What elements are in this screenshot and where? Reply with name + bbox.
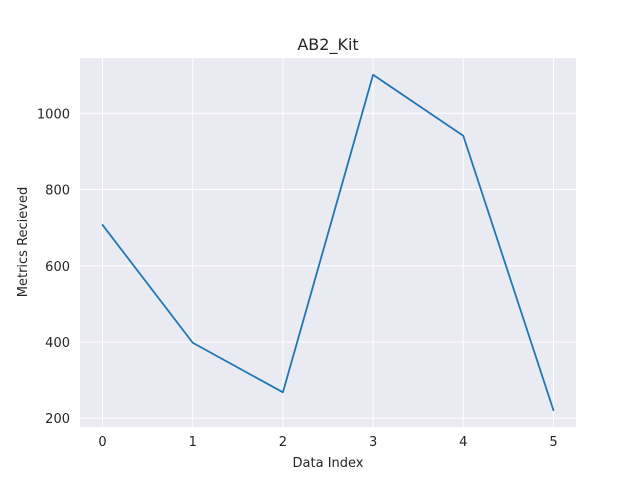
- y-axis-ticks: 200 400 600 800 1000: [37, 107, 70, 427]
- x-tick-label: 2: [279, 435, 287, 450]
- x-axis-label: Data Index: [293, 456, 364, 471]
- y-axis-label: Metrics Recieved: [16, 187, 31, 297]
- series-line: [101, 73, 555, 412]
- chart-title: AB2_Kit: [297, 35, 358, 55]
- x-tick-label: 0: [98, 435, 106, 450]
- plot-area: [80, 58, 576, 427]
- y-tick-label: 200: [45, 412, 70, 427]
- x-tick-label: 3: [369, 435, 377, 450]
- x-tick-label: 4: [459, 435, 467, 450]
- x-tick-label: 5: [549, 435, 557, 450]
- series-group: [101, 73, 555, 412]
- y-tick-label: 1000: [37, 107, 70, 122]
- y-tick-label: 400: [45, 336, 70, 351]
- grid: [80, 58, 576, 427]
- y-tick-label: 600: [45, 260, 70, 275]
- y-tick-label: 800: [45, 184, 70, 199]
- x-axis-ticks: 0 1 2 3 4 5: [98, 435, 557, 450]
- x-tick-label: 1: [189, 435, 197, 450]
